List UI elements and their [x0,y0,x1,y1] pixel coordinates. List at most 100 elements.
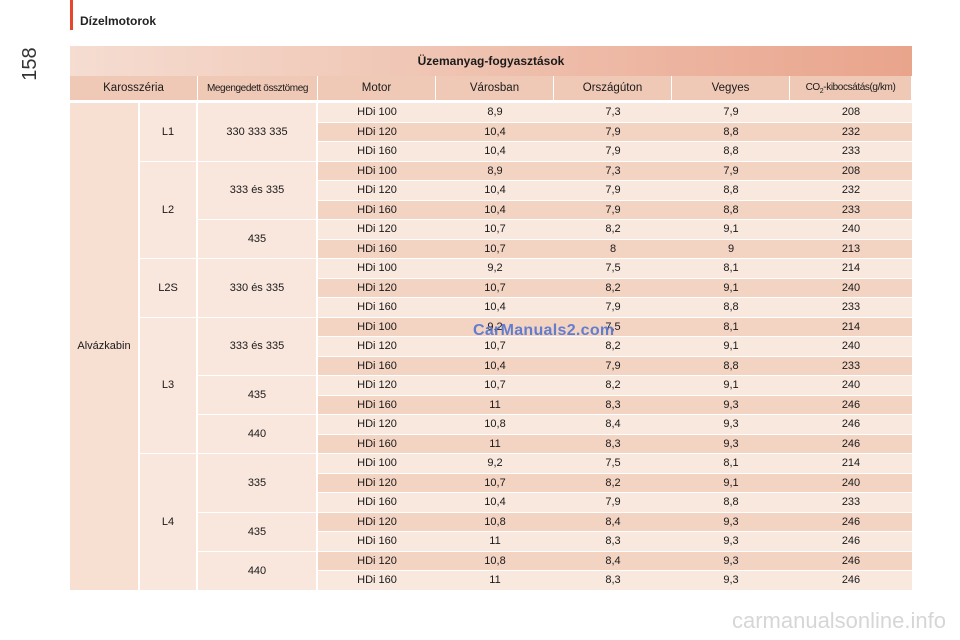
co2-cell: 233 [790,200,912,220]
table-row: L2 333 és 335 HDi 100 8,9 7,3 7,9 208 [70,161,912,259]
table-row: HDi 160 11 8,3 9,3 246 [70,532,912,552]
city-cell: 10,7 [436,239,554,259]
engine-cell: HDi 120 [318,337,436,357]
mixed-cell: 8,8 [672,142,790,162]
highway-cell: 7,9 [554,181,672,201]
col-header-mixed: Vegyes [672,76,790,103]
table-row: HDi 120 10,4 7,9 8,8 232 [70,122,912,142]
engine-cell: HDi 120 [318,376,436,396]
co2-cell: 233 [790,142,912,162]
table-row: 435 HDi 120 10,7 8,2 9,1 240 [70,220,912,259]
city-cell: 10,8 [436,512,554,532]
co2-prefix: CO [805,81,821,93]
city-cell: 9,2 [436,317,554,337]
co2-cell: 233 [790,493,912,513]
engine-cell: HDi 120 [318,181,436,201]
city-cell: 10,4 [436,200,554,220]
table-row: HDi 120 10,7 8,2 9,1 240 [70,473,912,493]
engine-cell: HDi 120 [318,278,436,298]
table-row: Alvázkabin L1 330 333 335 HDi 100 8,9 7,3 7,9 2… [70,103,912,591]
mixed-cell: 7,9 [672,161,790,181]
col-header-highway: Országúton [554,76,672,103]
engine-cell: HDi 160 [318,239,436,259]
city-cell: 10,8 [436,415,554,435]
mixed-cell: 9,3 [672,434,790,454]
city-cell: 10,4 [436,181,554,201]
highway-cell: 8,4 [554,512,672,532]
co2-cell: 246 [790,512,912,532]
engine-cell: HDi 160 [318,434,436,454]
table-row: 435 HDi 120 10,7 8,2 9,1 240 [70,376,912,415]
co2-cell: 233 [790,356,912,376]
co2-cell: 246 [790,551,912,571]
footer-watermark: carmanualsonline.info [731,608,946,633]
highway-cell: 8,2 [554,337,672,357]
engine-cell: HDi 160 [318,142,436,162]
engine-cell: HDi 160 [318,532,436,552]
fuel-consumption-table: Karosszéria Megengedett össztömeg Motor … [70,76,912,591]
mixed-cell: 9,3 [672,532,790,552]
length-cell: L4 [140,454,198,591]
co2-suffix: -kibocsátás(g/km) [823,81,896,93]
mixed-cell: 8,1 [672,454,790,474]
co2-cell: 208 [790,103,912,123]
city-cell: 11 [436,395,554,415]
mixed-cell: 9,3 [672,415,790,435]
fuel-consumption-table-wrap: Üzemanyag-fogyasztások Karosszéria Megen… [70,46,912,591]
weight-cell: 440 [198,415,318,454]
table-row: HDi 160 11 8,3 9,3 246 [70,434,912,454]
co2-cell: 240 [790,278,912,298]
highway-cell: 7,5 [554,259,672,279]
city-cell: 10,7 [436,278,554,298]
highway-cell: 8 [554,239,672,259]
table-row: HDi 160 10,4 7,9 8,8 233 [70,298,912,318]
table-row: HDi 160 10,4 7,9 8,8 233 [70,200,912,220]
co2-cell: 240 [790,220,912,240]
highway-cell: 7,5 [554,317,672,337]
city-cell: 10,4 [436,142,554,162]
highway-cell: 7,3 [554,103,672,123]
engine-cell: HDi 120 [318,512,436,532]
engine-cell: HDi 100 [318,259,436,279]
col-header-weight: Megengedett össztömeg [198,76,318,103]
weight-cell: 440 [198,551,318,591]
table-row: 440 HDi 120 10,8 8,4 9,3 246 [70,415,912,454]
table-row: HDi 160 10,7 8 9 213 [70,239,912,259]
table-row: 440 HDi 120 10,8 8,4 9,3 246 [70,551,912,591]
table-body: Alvázkabin L1 330 333 335 HDi 100 8,9 7,3 7,9 2… [70,103,912,591]
mixed-cell: 9,1 [672,278,790,298]
city-cell: 10,7 [436,337,554,357]
co2-subscript: 2 [819,87,824,95]
co2-cell: 232 [790,122,912,142]
engine-cell: HDi 120 [318,415,436,435]
city-cell: 11 [436,532,554,552]
weight-cell: 435 [198,376,318,415]
section-accent-bar [70,0,73,30]
city-cell: 9,2 [436,259,554,279]
co2-cell: 240 [790,376,912,396]
highway-cell: 7,9 [554,356,672,376]
weight-cell: 435 [198,220,318,259]
highway-cell: 8,2 [554,473,672,493]
highway-cell: 7,9 [554,142,672,162]
mixed-cell: 8,8 [672,122,790,142]
engine-cell: HDi 160 [318,571,436,591]
city-cell: 11 [436,434,554,454]
engine-cell: HDi 120 [318,551,436,571]
engine-cell: HDi 160 [318,395,436,415]
highway-cell: 8,4 [554,551,672,571]
table-header-row: Karosszéria Megengedett össztömeg Motor … [70,76,912,103]
city-cell: 11 [436,571,554,591]
co2-cell: 246 [790,434,912,454]
highway-cell: 8,2 [554,220,672,240]
weight-cell: 335 [198,454,318,513]
mixed-cell: 8,8 [672,298,790,318]
mixed-cell: 8,8 [672,356,790,376]
co2-cell: 246 [790,395,912,415]
weight-cell: 435 [198,512,318,552]
table-row: L4 335 HDi 100 9,2 7,5 8,1 214 [70,454,912,591]
watermark: CarManuals2.com [473,322,615,339]
engine-cell: HDi 160 [318,200,436,220]
highway-cell: 8,4 [554,415,672,435]
table-row: HDi 120 10,7 8,2 9,1 240 [70,337,912,357]
